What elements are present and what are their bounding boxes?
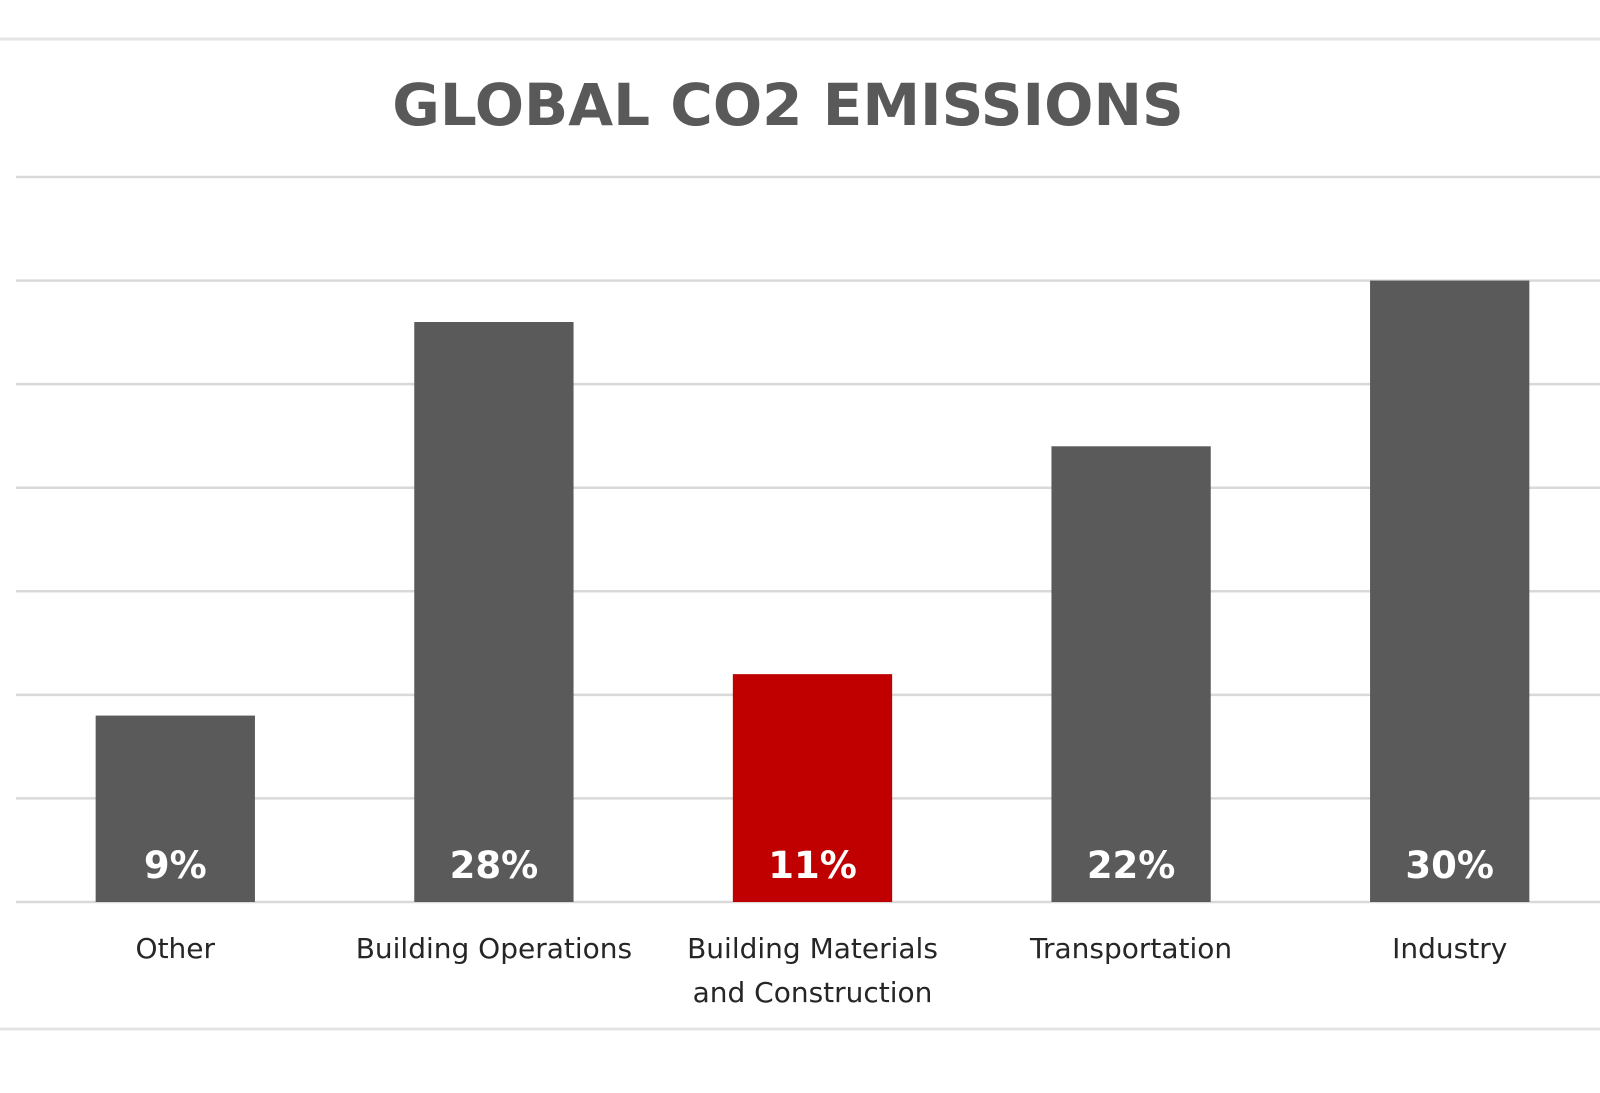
category-labels: Other Building Operations Building Materia… <box>136 932 1508 1009</box>
bar <box>1370 280 1530 903</box>
data-labels: 9% 28% 11% 22% 30% <box>144 844 1494 887</box>
bar <box>732 674 893 902</box>
bar <box>95 715 255 902</box>
category-label-line: Industry <box>1392 932 1507 965</box>
bar <box>1051 446 1211 902</box>
category-label: Industry <box>1392 932 1507 965</box>
data-label: 30% <box>1405 844 1494 887</box>
data-label: 11% <box>768 844 857 887</box>
category-label: Building Operations <box>356 932 632 965</box>
bar <box>414 322 574 902</box>
category-label-line: Other <box>136 932 216 965</box>
chart-title: GLOBAL CO2 EMISSIONS <box>392 71 1184 139</box>
data-label: 9% <box>144 844 207 887</box>
category-label-line: Transportation <box>1029 932 1232 965</box>
category-label: Other <box>136 932 216 965</box>
data-label: 22% <box>1087 844 1176 887</box>
data-label: 28% <box>450 844 539 887</box>
category-label: Building Materials and Construction <box>687 932 938 1009</box>
bars <box>95 280 1530 903</box>
category-label-line: Building Operations <box>356 932 632 965</box>
category-label-line: and Construction <box>693 976 933 1009</box>
category-label-line: Building Materials <box>687 932 938 965</box>
category-label: Transportation <box>1029 932 1232 965</box>
